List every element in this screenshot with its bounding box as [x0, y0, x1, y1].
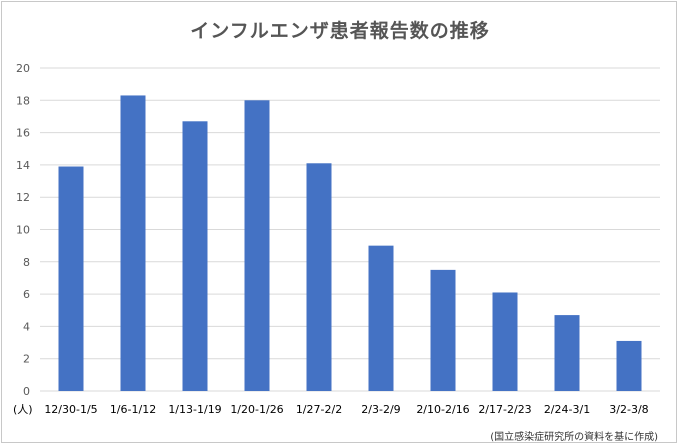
x-tick-label: 12/30-1/5	[44, 403, 97, 416]
y-tick-label: 8	[23, 256, 30, 269]
bar-1/20-1/26	[244, 100, 270, 392]
bar-1/27-2/2	[306, 163, 332, 391]
y-tick-label: 16	[16, 127, 30, 140]
y-tick-label: 0	[23, 385, 30, 398]
y-tick-label: 2	[23, 353, 30, 366]
bar-2/24-3/1	[554, 315, 580, 391]
bar-12/30-1/5	[58, 166, 84, 391]
x-tick-label: 1/20-1/26	[230, 403, 283, 416]
x-tick-label: 2/3-2/9	[361, 403, 400, 416]
bar-3/2-3/8	[616, 340, 642, 391]
y-tick-label: 10	[16, 224, 30, 237]
y-tick-label: 18	[16, 94, 30, 107]
source-note: (国立感染症研究所の資料を基に作成)	[490, 432, 658, 443]
x-tick-label: 1/27-2/2	[296, 403, 342, 416]
bar-1/13-1/19	[182, 121, 208, 392]
y-unit-label: (人)	[13, 403, 33, 416]
chart-title: インフルエンザ患者報告数の推移	[190, 20, 490, 42]
bar-1/6-1/12	[120, 95, 146, 391]
x-tick-labels: 12/30-1/5 1/6-1/12 1/13-1/19 1/20-1/26 1/27-…	[44, 403, 648, 416]
x-tick-label: 3/2-3/8	[609, 403, 648, 416]
x-tick-label: 1/6-1/12	[110, 403, 156, 416]
y-tick-label: 4	[23, 320, 30, 333]
x-tick-label: 2/24-3/1	[544, 403, 590, 416]
bar-2/17-2/23	[492, 292, 518, 391]
y-tick-label: 12	[16, 191, 30, 204]
y-tick-label: 20	[16, 62, 30, 75]
y-tick-labels: 0 2 4 6 8 10 12 14 16 18 20	[16, 62, 30, 398]
x-tick-label: 2/17-2/23	[478, 403, 531, 416]
x-tick-label: 1/13-1/19	[168, 403, 221, 416]
x-tick-label: 2/10-2/16	[416, 403, 469, 416]
y-tick-label: 6	[23, 288, 30, 301]
y-tick-label: 14	[16, 159, 30, 172]
bar-2/3-2/9	[368, 245, 394, 391]
bar-2/10-2/16	[430, 269, 456, 391]
bars	[58, 95, 642, 392]
